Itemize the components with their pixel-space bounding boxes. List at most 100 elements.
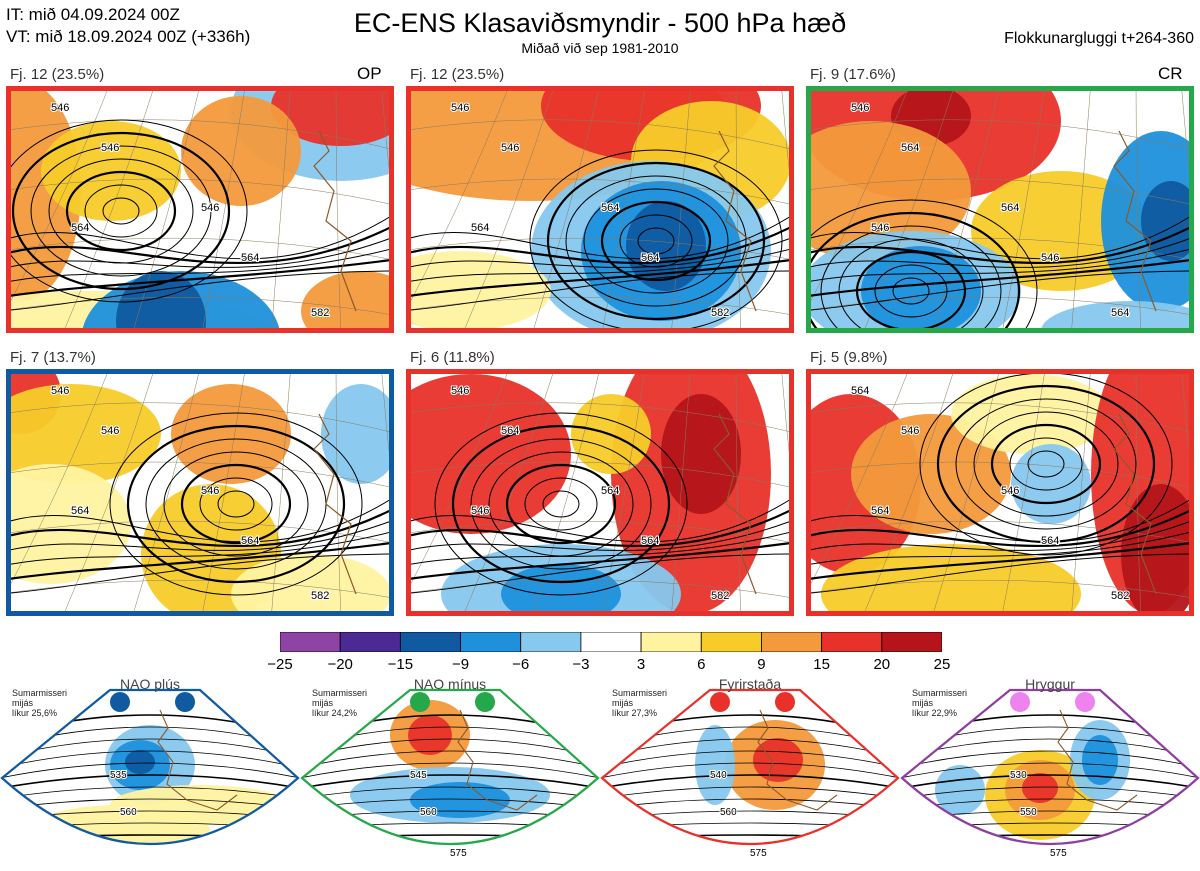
regime-ridge: 530 550 575 Hryggur Sumarmisseri mijás líkur 2… xyxy=(900,670,1200,870)
colorbar-segment xyxy=(700,632,762,652)
height-contour xyxy=(2,786,298,801)
height-contour xyxy=(11,531,389,565)
graticule-line xyxy=(11,296,389,315)
height-contour xyxy=(2,774,298,791)
regime-name: NAO mínus xyxy=(413,676,487,692)
height-contour xyxy=(302,774,598,791)
colorbar-tick-label: −15 xyxy=(387,656,414,673)
regime-border xyxy=(600,688,900,846)
contour-label: 564 xyxy=(471,222,489,234)
height-contour xyxy=(0,847,300,850)
regime-marker xyxy=(475,692,495,712)
graticule-line xyxy=(1135,374,1141,611)
regime-info: Sumarmisseri mijás líkur 24,2% xyxy=(312,688,367,718)
height-contour xyxy=(65,170,177,252)
height-contour xyxy=(30,145,212,277)
contour-label: 546 xyxy=(1001,485,1019,497)
graticule-line xyxy=(271,91,291,328)
contour-label: 546 xyxy=(1041,252,1059,264)
height-contour xyxy=(602,750,898,771)
height-contour xyxy=(637,227,675,255)
height-contour xyxy=(811,211,1021,328)
graticule-line xyxy=(464,374,554,611)
regime-name: Hryggur xyxy=(1025,676,1075,692)
contour-label: 560 xyxy=(720,807,737,818)
height-contour xyxy=(411,509,789,548)
contour-label: 564 xyxy=(641,535,659,547)
colorbar-segment xyxy=(520,632,582,652)
graticule-line xyxy=(671,374,691,611)
colorbar-tick-label: 3 xyxy=(636,656,646,673)
regime-info-line: líkur 24,2% xyxy=(312,708,358,718)
anomaly-field xyxy=(301,271,389,328)
height-contour xyxy=(411,226,789,265)
height-contour xyxy=(892,277,930,305)
page-title: EC-ENS Klasaviðsmyndir - 500 hPa hæð xyxy=(353,8,847,38)
height-contour xyxy=(2,750,298,771)
contour-label: 575 xyxy=(750,848,767,859)
height-contour xyxy=(811,521,1189,551)
anomaly-field xyxy=(41,121,181,221)
height-contour xyxy=(1027,450,1065,478)
height-contour xyxy=(1009,437,1083,491)
graticule-line xyxy=(11,402,389,432)
contour-label: 564 xyxy=(501,425,519,437)
anomaly-field xyxy=(11,464,131,584)
graticule-line xyxy=(1181,374,1189,455)
contour-label: 564 xyxy=(871,505,889,517)
coastline xyxy=(1113,413,1157,595)
map-canvas: 564 546 546 564 564 582 xyxy=(811,374,1189,611)
anomaly-field xyxy=(1082,735,1118,785)
colorbar-segment xyxy=(640,632,702,652)
height-contour xyxy=(11,131,231,291)
height-contour xyxy=(546,161,766,321)
contour-label: 564 xyxy=(241,252,259,264)
graticule-line xyxy=(735,91,741,328)
contour-label: 535 xyxy=(110,770,127,781)
contour-label: 540 xyxy=(710,770,727,781)
height-contour xyxy=(811,542,1189,580)
coastline xyxy=(157,709,238,811)
colorbar-tick-label: 9 xyxy=(757,656,766,673)
graticule-line xyxy=(11,91,108,302)
regime-map: 540 560 575 xyxy=(600,688,900,860)
height-contour xyxy=(811,531,1189,565)
height-contour xyxy=(411,248,789,282)
graticule-line xyxy=(811,579,1189,598)
panel-3-label: Fj. 9 (17.6%) xyxy=(810,66,896,83)
anomaly-field xyxy=(1041,301,1189,328)
coastline xyxy=(757,709,838,811)
graticule-line xyxy=(1071,91,1091,328)
graticule-line xyxy=(781,91,789,172)
anomaly-field xyxy=(181,96,301,206)
regime-info-line: Sumarmisseri xyxy=(612,688,668,698)
height-contour xyxy=(811,199,1038,328)
contour-label: 582 xyxy=(711,590,729,602)
cluster-map-6: 564 546 546 564 564 582 xyxy=(806,369,1194,616)
contour-label: 546 xyxy=(851,102,869,114)
height-contour xyxy=(11,542,389,580)
height-contour xyxy=(902,774,1198,791)
regime-marker xyxy=(775,692,795,712)
contour-label: 546 xyxy=(501,142,519,154)
contour-label: 546 xyxy=(51,102,69,114)
cluster-map-2: 546 546 564 564 564 582 xyxy=(406,86,794,333)
graticule-line xyxy=(811,374,908,585)
height-contour xyxy=(811,216,1189,260)
height-contour xyxy=(902,786,1198,801)
graticule-line xyxy=(811,237,1189,260)
contour-label: 582 xyxy=(311,307,329,319)
height-contour xyxy=(11,238,389,268)
regime-nao-plus: 535 560 NAO plús Sumarmisseri mijás líkur 25,… xyxy=(0,670,300,870)
anomaly-colorbar xyxy=(280,632,942,652)
anomaly-field xyxy=(11,384,161,484)
colorbar-segment xyxy=(460,632,522,652)
contour-label: 575 xyxy=(450,848,467,859)
regime-marker xyxy=(710,692,730,712)
panel-3-tag: CR xyxy=(1158,64,1183,83)
contour-label: 564 xyxy=(851,385,869,397)
height-contour xyxy=(2,762,298,781)
contour-label: 582 xyxy=(711,307,729,319)
height-contour xyxy=(411,542,789,580)
height-contour xyxy=(84,184,158,238)
